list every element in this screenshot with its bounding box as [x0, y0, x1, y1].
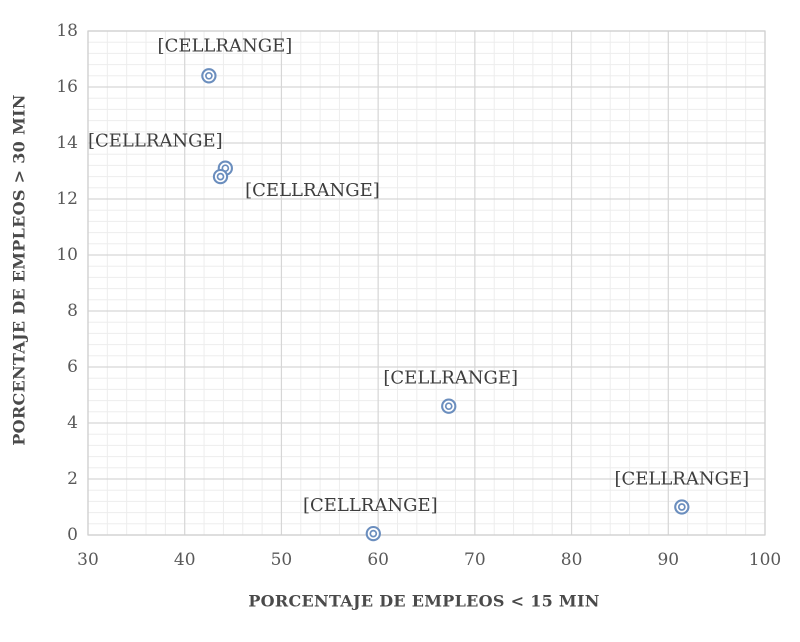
data-point-label: [CELLRANGE] [383, 368, 518, 389]
y-tick-label: 16 [56, 77, 78, 97]
x-tick-label: 30 [77, 550, 99, 570]
y-tick-label: 8 [67, 301, 78, 321]
marker-inner-ring [444, 402, 453, 411]
data-point-marker [441, 398, 457, 414]
y-tick-label: 12 [56, 189, 78, 209]
y-tick-label: 2 [67, 469, 78, 489]
data-point-label: [CELLRANGE] [614, 469, 749, 490]
y-tick-label: 4 [67, 413, 78, 433]
marker-inner-ring [205, 71, 213, 80]
x-tick-label: 50 [271, 550, 293, 570]
data-point-marker [365, 525, 381, 542]
x-axis-title: PORCENTAJE DE EMPLEOS < 15 MIN [248, 592, 599, 611]
y-tick-label: 14 [56, 133, 78, 153]
data-point-label: [CELLRANGE] [88, 131, 223, 152]
data-point-marker [212, 168, 229, 185]
y-tick-label: 10 [56, 245, 78, 265]
x-tick-label: 100 [749, 550, 781, 570]
plot-border [87, 30, 766, 536]
x-tick-label: 80 [561, 550, 583, 570]
y-axis-tick-labels: 0 2 4 6 8 10 12 14 16 18 [56, 21, 78, 545]
x-tick-label: 70 [464, 550, 486, 570]
y-tick-label: 18 [56, 21, 78, 41]
x-axis-tick-labels: 30 40 50 60 70 80 90 100 [77, 550, 781, 570]
x-tick-label: 40 [174, 550, 196, 570]
marker-inner-ring [677, 503, 686, 511]
data-point-label: [CELLRANGE] [303, 495, 438, 516]
minor-gridlines [88, 31, 765, 535]
y-tick-label: 0 [67, 525, 78, 545]
data-labels: [CELLRANGE] [CELLRANGE] [CELLRANGE] [CELLRA… [88, 35, 749, 516]
data-point-marker [201, 68, 217, 84]
data-points [201, 68, 690, 542]
marker-inner-ring [216, 172, 225, 181]
y-axis-title: PORCENTAJE DE EMPLEOS > 30 MIN [10, 94, 29, 445]
major-gridlines [87, 30, 766, 536]
x-tick-label: 60 [367, 550, 389, 570]
data-point-label: [CELLRANGE] [245, 180, 380, 201]
x-tick-label: 90 [657, 550, 679, 570]
data-point-label: [CELLRANGE] [158, 35, 293, 56]
data-point-marker [674, 499, 690, 515]
y-tick-label: 6 [67, 357, 78, 377]
marker-inner-ring [369, 529, 378, 538]
